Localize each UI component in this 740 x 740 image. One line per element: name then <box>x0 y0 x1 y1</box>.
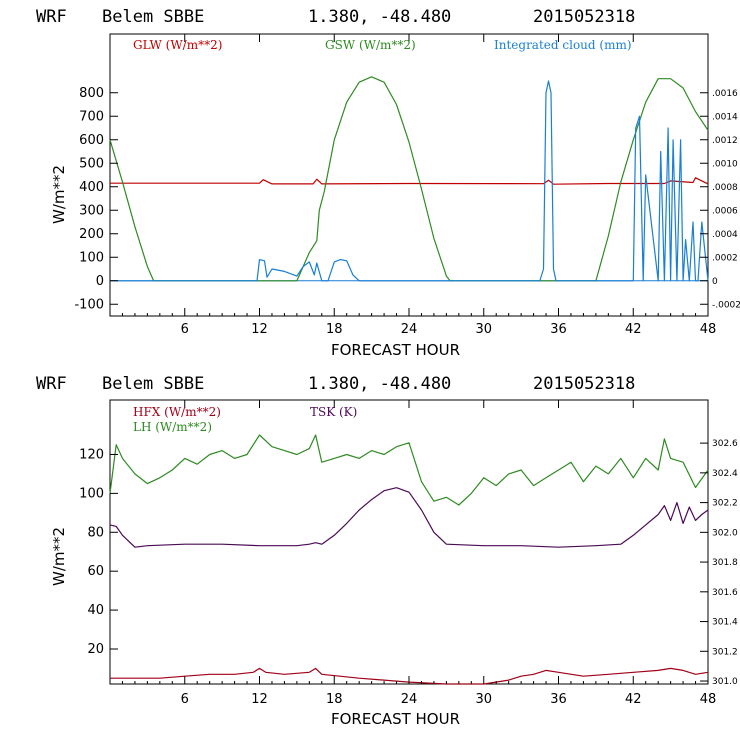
panel-2-x-tick-label: 18 <box>326 692 343 707</box>
panel-1-series-gsw <box>109 76 709 282</box>
panel-1-right-tick-label: 0 <box>712 277 718 287</box>
panel-2-y-tick-label: 40 <box>87 603 104 618</box>
panel-2-y-tick-label: 20 <box>87 642 104 657</box>
panel-2-right-tick-label: 301.6 <box>712 588 738 598</box>
panel-2-x-tick-label: 36 <box>550 692 567 707</box>
panel-1-x-axis-label: FORECAST HOUR <box>331 341 460 359</box>
panel-2-right-tick-label: 301.2 <box>712 647 738 657</box>
panel-2-y-tick-label: 120 <box>79 447 104 462</box>
panel-2-x-tick-label: 6 <box>181 692 189 707</box>
panel-2-right-tick-label: 301.4 <box>712 618 738 628</box>
panel-2-series <box>109 434 709 685</box>
panel-2-model: WRF <box>36 374 67 394</box>
panel-1-y-tick-label: -100 <box>74 297 104 312</box>
panel-2-right-tick-label: 301.0 <box>712 677 738 687</box>
panel-1-x-tick-label: 36 <box>550 322 567 337</box>
panel-1-right-tick-label: .0012 <box>712 136 738 146</box>
panel-1-series-cloud <box>110 80 709 282</box>
panel-1-right-tick-label: .0016 <box>712 89 738 99</box>
panel-1: WRF Belem SBBE 1.380, -48.480 2015052318… <box>36 7 740 359</box>
panel-1-x-tick-label: 48 <box>700 322 717 337</box>
panel-1-y-tick-label: 700 <box>79 109 104 124</box>
panel-2-legend-lh: LH (W/m**2) <box>133 420 212 434</box>
panel-2-y-tick-label: 80 <box>87 525 104 540</box>
panel-2-station: Belem SBBE <box>102 374 204 394</box>
panel-1-y-tick-label: 600 <box>79 133 104 148</box>
panel-1-y-tick-label: 100 <box>79 250 104 265</box>
panel-1-legend-gsw: GSW (W/m**2) <box>325 38 416 52</box>
panel-2-y-tick-label: 60 <box>87 564 104 579</box>
panel-2-x-axis-label: FORECAST HOUR <box>331 710 460 728</box>
panel-1-x-tick-label: 12 <box>251 322 268 337</box>
panel-1-right-tick-label: .0004 <box>712 230 738 240</box>
panel-1-right-tick-label: .0014 <box>712 112 738 122</box>
panel-1-y-tick-label: 400 <box>79 180 104 195</box>
panel-2-x-tick-label: 30 <box>475 692 492 707</box>
panel-1-y-tick-label: 200 <box>79 227 104 242</box>
panel-2-x-tick-label: 48 <box>700 692 717 707</box>
panel-2-legend-tsk: TSK (K) <box>310 405 357 419</box>
panel-1-y-axis-label: W/m**2 <box>50 165 68 224</box>
panel-2-y-axis-label: W/m**2 <box>50 527 68 586</box>
panel-1-legend-glw: GLW (W/m**2) <box>133 38 222 52</box>
panel-1-series <box>109 76 709 282</box>
panel-2-x-tick-label: 24 <box>401 692 418 707</box>
panel-2-series-tsk <box>109 487 709 548</box>
panel-1-y-tick-label: 0 <box>96 274 104 289</box>
panel-2-x-tick-label: 12 <box>251 692 268 707</box>
panel-2-ticks: 6 12 18 24 30 36 42 48 20 40 60 80 100 120 302.6 302.4 3… <box>79 400 738 707</box>
panel-1-right-tick-label: -.0002 <box>712 300 740 310</box>
panel-1-x-tick-label: 42 <box>625 322 642 337</box>
panel-2-series-hfx <box>110 667 709 685</box>
panel-1-ticks: 6 12 18 24 30 36 42 48 -100 0 100 200 300 400 500 600 70… <box>74 34 740 337</box>
panel-1-x-tick-label: 24 <box>401 322 418 337</box>
panel-2-run: 2015052318 <box>533 374 635 394</box>
panel-1-model: WRF <box>36 7 67 27</box>
panel-1-right-tick-label: .0008 <box>712 183 738 193</box>
panel-2-right-tick-label: 301.8 <box>712 558 738 568</box>
panel-1-series-glw <box>110 177 709 185</box>
panel-1-y-tick-label: 800 <box>79 86 104 101</box>
panel-2-right-tick-label: 302.4 <box>712 469 738 479</box>
panel-2-coords: 1.380, -48.480 <box>308 374 451 394</box>
panel-1-right-tick-label: .0010 <box>712 159 738 169</box>
panel-2-right-tick-label: 302.6 <box>712 439 738 449</box>
panel-1-y-tick-label: 300 <box>79 203 104 218</box>
panel-1-x-tick-label: 30 <box>475 322 492 337</box>
panel-2-x-tick-label: 42 <box>625 692 642 707</box>
panel-2-right-tick-label: 302.0 <box>712 528 738 538</box>
panel-1-x-tick-label: 18 <box>326 322 343 337</box>
panel-1-plot-frame <box>109 33 709 317</box>
panel-2-right-tick-label: 302.2 <box>712 499 738 509</box>
panel-2-series-lh <box>109 434 709 506</box>
panel-1-legend-cloud: Integrated cloud (mm) <box>494 38 632 52</box>
panel-1-x-tick-label: 6 <box>181 322 189 337</box>
panel-1-station: Belem SBBE <box>102 7 204 27</box>
panel-2-y-tick-label: 100 <box>79 486 104 501</box>
panel-2: WRF Belem SBBE 1.380, -48.480 2015052318… <box>36 374 738 728</box>
panel-1-right-tick-label: .0002 <box>712 253 738 263</box>
panel-1-right-tick-label: .0006 <box>712 206 738 216</box>
panel-1-run: 2015052318 <box>533 7 635 27</box>
panel-1-y-tick-label: 500 <box>79 156 104 171</box>
panel-1-coords: 1.380, -48.480 <box>308 7 451 27</box>
panel-2-legend-hfx: HFX (W/m**2) <box>133 405 221 419</box>
